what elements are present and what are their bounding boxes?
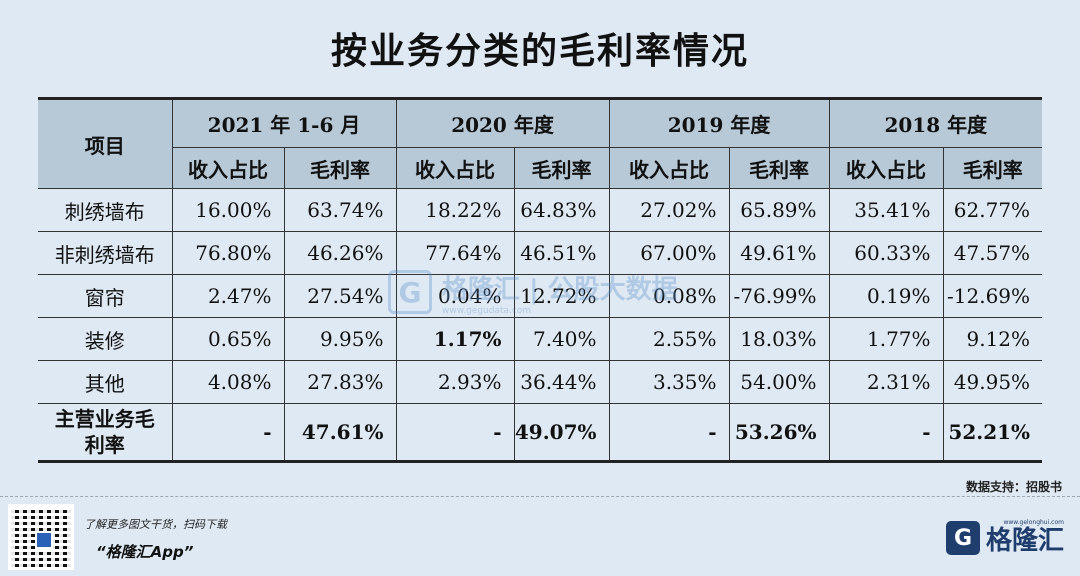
table-cell: 2.55% xyxy=(608,317,730,361)
brand-logo: G 格隆汇 xyxy=(945,518,1064,558)
table-cell: 0.08% xyxy=(608,274,730,318)
table-cell: 46.51% xyxy=(513,231,610,275)
row-label: 其他 xyxy=(38,360,173,404)
table-cell: 62.77% xyxy=(942,188,1043,232)
table-row: 非刺绣墙布 76.80% 46.26% 77.64% 46.51% 67.00%… xyxy=(38,231,1043,275)
table-row: 刺绣墙布 16.00% 63.74% 18.22% 64.83% 27.02% … xyxy=(38,188,1043,232)
table-cell: 16.00% xyxy=(171,188,285,232)
table-cell: 49.07% xyxy=(513,403,610,460)
table-cell: 0.65% xyxy=(171,317,285,361)
table-cell: 47.57% xyxy=(942,231,1043,275)
row-label: 装修 xyxy=(38,317,173,361)
data-source-note: 数据支持：招股书 xyxy=(965,480,1062,494)
row-label: 窗帘 xyxy=(38,274,173,318)
table-cell: 64.83% xyxy=(513,188,610,232)
table-cell: 54.00% xyxy=(728,360,830,404)
table-cell: - xyxy=(608,403,730,460)
table-cell: -12.69% xyxy=(942,274,1043,318)
app-name: “格隆汇App” xyxy=(96,543,194,561)
brand-url: www.gelonghui.com xyxy=(1003,519,1064,526)
table-cell: 7.40% xyxy=(513,317,610,361)
table-cell: 35.41% xyxy=(828,188,944,232)
revenue-share-header: 收入占比 xyxy=(828,147,944,189)
table-cell: 12.72% xyxy=(513,274,610,318)
download-promo-text: 了解更多图文干货，扫码下载 xyxy=(84,518,227,531)
table-cell: 47.61% xyxy=(283,403,397,460)
table-cell: 49.95% xyxy=(942,360,1043,404)
table-cell: 2.47% xyxy=(171,274,285,318)
table-cell: 27.02% xyxy=(608,188,730,232)
total-label-line: 主营业务毛 xyxy=(54,407,155,431)
table-cell: 1.77% xyxy=(828,317,944,361)
table-row: 装修 0.65% 9.95% 1.17% 7.40% 2.55% 18.03% … xyxy=(38,317,1043,361)
qr-center-logo-icon xyxy=(35,531,53,549)
table-cell: 4.08% xyxy=(171,360,285,404)
revenue-share-header: 收入占比 xyxy=(608,147,730,189)
footer-divider xyxy=(0,496,1080,498)
table-cell: 49.61% xyxy=(728,231,830,275)
table-cell: 76.80% xyxy=(171,231,285,275)
table-cell: 2.93% xyxy=(395,360,515,404)
revenue-share-header: 收入占比 xyxy=(172,147,285,189)
brand-g-icon: G xyxy=(945,521,980,555)
table-cell: 63.74% xyxy=(283,188,397,232)
table-cell: 9.95% xyxy=(283,317,397,361)
table-cell: 18.03% xyxy=(728,317,830,361)
table-cell: 2.31% xyxy=(828,360,944,404)
total-label: 主营业务毛 利率 xyxy=(38,403,173,460)
table-cell: 3.35% xyxy=(608,360,730,404)
qr-code-icon[interactable] xyxy=(8,504,74,570)
gross-margin-table: 项目 2021 年 1-6 月 2020 年度 2019 年度 2018 年度 … xyxy=(38,97,1043,463)
row-label: 非刺绣墙布 xyxy=(38,231,173,275)
table-cell: 60.33% xyxy=(828,231,944,275)
period-header: 2018 年度 xyxy=(828,100,1043,148)
table-cell: - xyxy=(171,403,285,460)
table-row: 其他 4.08% 27.83% 2.93% 36.44% 3.35% 54.00… xyxy=(38,360,1043,404)
page-title: 按业务分类的毛利率情况 xyxy=(330,31,749,72)
period-header: 2021 年 1-6 月 xyxy=(171,100,397,148)
table-cell: 46.26% xyxy=(283,231,397,275)
table-cell: 0.04% xyxy=(395,274,515,318)
table-row: 窗帘 2.47% 27.54% 0.04% 12.72% 0.08% -76.9… xyxy=(38,274,1043,318)
table-cell: - xyxy=(395,403,515,460)
table-cell: 27.83% xyxy=(283,360,397,404)
table-cell: 18.22% xyxy=(395,188,515,232)
revenue-share-header: 收入占比 xyxy=(395,147,515,189)
table-cell: 0.19% xyxy=(828,274,944,318)
gross-margin-header: 毛利率 xyxy=(513,147,610,189)
table-cell: 36.44% xyxy=(513,360,610,404)
row-label: 刺绣墙布 xyxy=(38,188,173,232)
gross-margin-header: 毛利率 xyxy=(283,147,397,189)
table-cell: 67.00% xyxy=(608,231,730,275)
total-row: 主营业务毛 利率 - 47.61% - 49.07% - 53.26% - 52… xyxy=(38,403,1043,460)
table-cell: 27.54% xyxy=(283,274,397,318)
table-cell: - xyxy=(828,403,944,460)
gross-margin-header: 毛利率 xyxy=(728,147,830,189)
period-header: 2020 年度 xyxy=(395,100,610,148)
gross-margin-header: 毛利率 xyxy=(942,147,1043,189)
brand-name: 格隆汇 xyxy=(985,525,1064,556)
table-cell: 65.89% xyxy=(728,188,830,232)
table-cell: 77.64% xyxy=(395,231,515,275)
corner-header: 项目 xyxy=(38,100,173,189)
table-cell: 9.12% xyxy=(942,317,1043,361)
table-cell: 52.21% xyxy=(942,403,1043,460)
table-cell: 1.17% xyxy=(395,317,515,361)
table-cell: -76.99% xyxy=(728,274,830,318)
table-cell: 53.26% xyxy=(728,403,830,460)
total-label-line: 利率 xyxy=(84,433,125,457)
period-header: 2019 年度 xyxy=(608,100,830,148)
